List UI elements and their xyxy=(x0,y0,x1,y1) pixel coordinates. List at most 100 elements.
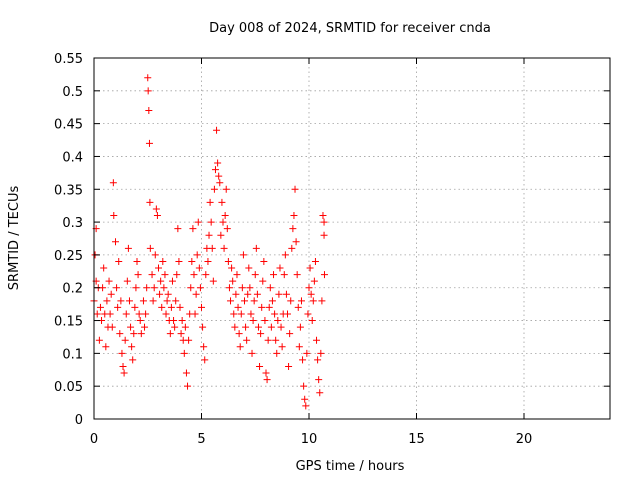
data-point xyxy=(220,244,228,252)
data-point xyxy=(272,336,280,344)
data-point xyxy=(320,271,328,279)
data-point xyxy=(122,310,130,318)
data-point xyxy=(146,244,154,252)
data-point xyxy=(287,297,295,305)
data-point xyxy=(171,323,179,331)
data-point xyxy=(221,212,229,220)
data-point xyxy=(134,271,142,279)
y-tick-label: 0.1 xyxy=(62,347,83,362)
data-point xyxy=(106,310,114,318)
data-point xyxy=(157,277,165,285)
data-point xyxy=(311,257,319,265)
data-point xyxy=(198,303,205,311)
x-tick-label: 20 xyxy=(516,432,533,447)
data-point xyxy=(95,336,103,344)
data-point xyxy=(205,231,213,239)
data-point xyxy=(146,198,154,206)
data-point xyxy=(218,198,226,206)
data-point xyxy=(244,290,252,298)
data-point xyxy=(254,323,262,331)
data-points xyxy=(90,74,328,410)
data-point xyxy=(305,284,313,292)
data-point xyxy=(231,323,239,331)
data-point xyxy=(284,310,291,318)
data-point xyxy=(262,369,270,377)
data-point xyxy=(185,336,193,344)
data-point xyxy=(117,297,125,305)
data-point xyxy=(256,362,264,370)
data-point xyxy=(178,317,186,325)
data-point xyxy=(163,297,171,305)
data-point xyxy=(143,284,151,292)
data-point xyxy=(132,284,140,292)
data-point xyxy=(201,356,209,364)
axes: 0 0.05 0.1 0.15 0.2 0.25 0.3 0.35 0.4 0.45 0.5 0.55… xyxy=(54,52,610,447)
chart-title: Day 008 of 2024, SRMTID for receiver cnd… xyxy=(209,21,491,36)
data-point xyxy=(181,323,189,331)
data-point xyxy=(271,310,279,318)
data-point xyxy=(102,343,110,351)
data-point xyxy=(286,330,294,338)
y-tick-label: 0.5 xyxy=(62,85,83,100)
data-point xyxy=(267,323,275,331)
data-point xyxy=(108,323,116,331)
data-point xyxy=(133,257,141,265)
data-point xyxy=(144,87,152,95)
data-point xyxy=(159,257,167,265)
data-point xyxy=(257,330,265,338)
data-point xyxy=(204,257,212,265)
data-point xyxy=(164,290,172,298)
y-tick-label: 0.4 xyxy=(62,150,83,165)
data-point xyxy=(112,238,119,246)
data-point xyxy=(184,382,192,390)
data-point xyxy=(292,238,300,246)
data-point xyxy=(177,330,185,338)
data-point xyxy=(313,336,321,344)
data-point xyxy=(225,284,233,292)
y-tick-label: 0.2 xyxy=(62,282,83,297)
data-point xyxy=(193,251,201,259)
data-point xyxy=(318,297,326,305)
data-point xyxy=(115,257,123,265)
data-point xyxy=(207,218,215,226)
data-point xyxy=(245,264,253,272)
data-point xyxy=(120,369,128,377)
data-point xyxy=(291,185,299,193)
data-point xyxy=(153,212,161,220)
data-point xyxy=(239,251,247,259)
data-point xyxy=(214,159,222,167)
data-point xyxy=(233,271,241,279)
data-point xyxy=(190,271,198,279)
data-point xyxy=(131,303,139,311)
data-point xyxy=(307,290,315,298)
data-point xyxy=(191,310,199,318)
data-point xyxy=(285,362,293,370)
data-point xyxy=(316,389,324,397)
data-point xyxy=(228,264,236,272)
data-point xyxy=(123,277,131,285)
data-point xyxy=(110,212,118,220)
data-point xyxy=(223,225,231,233)
data-point xyxy=(222,185,230,193)
data-point xyxy=(253,290,261,298)
data-point xyxy=(302,402,310,410)
data-point xyxy=(249,317,257,325)
data-point xyxy=(268,297,276,305)
data-point xyxy=(187,284,195,292)
data-point xyxy=(176,303,184,311)
data-point xyxy=(107,290,115,298)
data-point xyxy=(188,257,196,265)
data-point xyxy=(300,382,308,390)
data-point xyxy=(194,218,202,226)
data-point xyxy=(236,343,244,351)
data-point xyxy=(265,303,273,311)
data-point xyxy=(250,297,258,305)
data-point xyxy=(130,330,138,338)
y-tick-label: 0.55 xyxy=(54,52,83,67)
data-point xyxy=(152,205,160,213)
data-point xyxy=(196,284,204,292)
data-point xyxy=(200,343,208,351)
data-point xyxy=(296,323,304,331)
data-point xyxy=(290,212,298,220)
